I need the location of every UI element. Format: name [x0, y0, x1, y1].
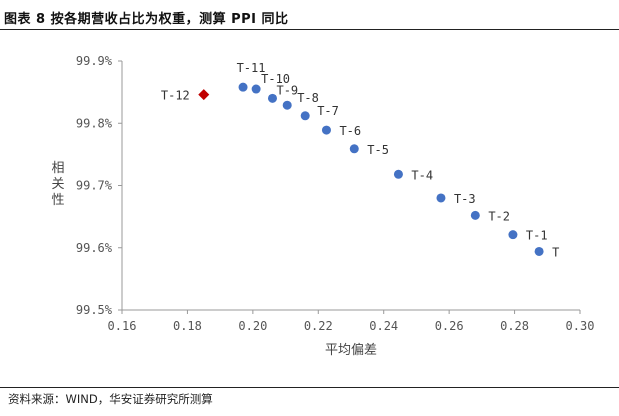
- x-tick-label: 0.26: [435, 319, 464, 333]
- source-note: 资料来源：WIND，华安证券研究所测算: [8, 392, 213, 406]
- x-axis-title: 平均偏差: [325, 343, 377, 358]
- x-tick-label: 0.20: [238, 319, 267, 333]
- scatter-point: [238, 82, 248, 92]
- x-tick-label: 0.28: [500, 319, 529, 333]
- scatter-point: [470, 210, 480, 220]
- scatter-point: [251, 84, 261, 94]
- scatter-point: [393, 169, 403, 179]
- point-label: T-8: [297, 91, 319, 105]
- y-tick-label: 99.7%: [76, 179, 113, 193]
- caption-divider: [0, 29, 619, 30]
- point-label: T: [552, 245, 559, 259]
- scatter-point: [321, 125, 331, 135]
- scatter-point: [508, 230, 518, 240]
- y-tick-label: 99.9%: [76, 54, 113, 68]
- x-tick-label: 0.18: [173, 319, 202, 333]
- point-label: T-10: [261, 72, 290, 86]
- point-label: T-3: [454, 192, 476, 206]
- scatter-point: [300, 111, 310, 121]
- x-tick-label: 0.24: [369, 319, 398, 333]
- point-label: T-1: [526, 229, 548, 243]
- y-tick-label: 99.6%: [76, 241, 113, 255]
- y-axis-title-char: 相: [51, 161, 64, 176]
- point-label: T-6: [339, 124, 361, 138]
- highlight-point: [198, 89, 210, 101]
- scatter-point: [267, 93, 277, 103]
- scatter-point: [349, 144, 359, 154]
- x-tick-label: 0.22: [304, 319, 333, 333]
- y-tick-label: 99.8%: [76, 116, 113, 130]
- x-tick-label: 0.16: [108, 319, 137, 333]
- y-axis-title-char: 关: [51, 177, 64, 192]
- figure-caption: 图表 8 按各期营收占比为权重，测算 PPI 同比: [4, 12, 289, 27]
- point-label: T-9: [276, 83, 298, 97]
- y-tick-label: 99.5%: [76, 303, 113, 317]
- x-tick-label: 0.30: [566, 319, 595, 333]
- scatter-point: [534, 246, 544, 256]
- y-axis-title-char: 性: [51, 193, 64, 208]
- point-label: T-4: [411, 168, 433, 182]
- source-divider: [0, 387, 619, 388]
- point-label: T-5: [367, 143, 389, 157]
- point-label: T-11: [237, 61, 266, 75]
- point-label: T-2: [488, 209, 510, 223]
- point-label: T-12: [161, 89, 190, 103]
- point-label: T-7: [317, 104, 339, 118]
- scatter-point: [436, 193, 446, 203]
- scatter-point: [282, 100, 292, 110]
